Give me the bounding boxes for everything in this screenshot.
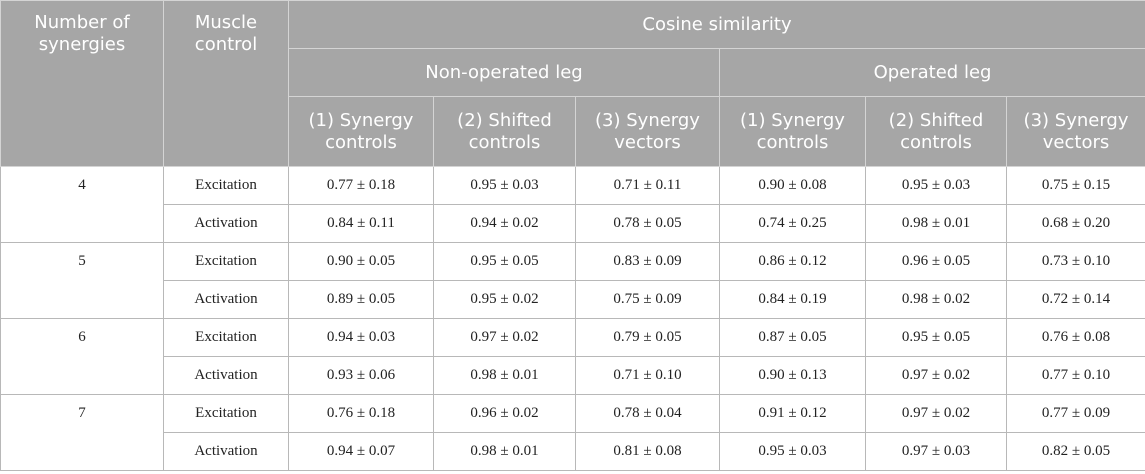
header-synergy-vectors: (3) Synergy vectors <box>1005 96 1145 167</box>
muscle-control-cell: Activation <box>163 432 289 471</box>
similarity-value-cell: 0.78 ± 0.04 <box>575 394 720 433</box>
similarity-value-cell: 0.95 ± 0.03 <box>865 166 1007 205</box>
header-operated-leg: Operated leg <box>718 48 1145 97</box>
similarity-value-cell: 0.76 ± 0.18 <box>288 394 434 433</box>
similarity-value-cell: 0.87 ± 0.05 <box>719 318 866 357</box>
header-cosine-similarity: Cosine similarity <box>287 0 1145 49</box>
similarity-value-cell: 0.97 ± 0.02 <box>433 318 576 357</box>
muscle-control-cell: Activation <box>163 204 289 243</box>
similarity-value-cell: 0.71 ± 0.10 <box>575 356 720 395</box>
similarity-value-cell: 0.77 ± 0.18 <box>288 166 434 205</box>
similarity-value-cell: 0.96 ± 0.02 <box>433 394 576 433</box>
muscle-control-cell: Activation <box>163 280 289 319</box>
similarity-value-cell: 0.91 ± 0.12 <box>719 394 866 433</box>
similarity-value-cell: 0.81 ± 0.08 <box>575 432 720 471</box>
similarity-value-cell: 0.93 ± 0.06 <box>288 356 434 395</box>
similarity-value-cell: 0.73 ± 0.10 <box>1005 242 1145 281</box>
similarity-value-cell: 0.71 ± 0.11 <box>575 166 720 205</box>
similarity-value-cell: 0.96 ± 0.05 <box>865 242 1007 281</box>
muscle-control-cell: Activation <box>163 356 289 395</box>
similarity-value-cell: 0.89 ± 0.05 <box>288 280 434 319</box>
muscle-control-cell: Excitation <box>163 318 289 357</box>
similarity-value-cell: 0.94 ± 0.02 <box>433 204 576 243</box>
table-row: 5 Excitation 0.90 ± 0.05 0.95 ± 0.05 0.83 ± … <box>0 242 1145 319</box>
similarity-value-cell: 0.77 ± 0.10 <box>1005 356 1145 395</box>
similarity-value-cell: 0.82 ± 0.05 <box>1005 432 1145 471</box>
similarity-value-cell: 0.94 ± 0.03 <box>288 318 434 357</box>
muscle-control-cell: Excitation <box>163 394 289 433</box>
table-row: 4 Excitation 0.77 ± 0.18 0.95 ± 0.03 0.71 ± … <box>0 166 1145 243</box>
synergy-count-cell: 5 <box>0 242 164 319</box>
similarity-value-cell: 0.98 ± 0.02 <box>865 280 1007 319</box>
similarity-value-cell: 0.84 ± 0.11 <box>288 204 434 243</box>
header-shifted-controls: (2) Shifted controls <box>433 96 576 167</box>
similarity-value-cell: 0.90 ± 0.05 <box>288 242 434 281</box>
synergy-count-cell: 6 <box>0 318 164 395</box>
similarity-value-cell: 0.97 ± 0.02 <box>865 356 1007 395</box>
similarity-value-cell: 0.75 ± 0.09 <box>575 280 720 319</box>
similarity-value-cell: 0.95 ± 0.05 <box>865 318 1007 357</box>
similarity-value-cell: 0.72 ± 0.14 <box>1005 280 1145 319</box>
similarity-value-cell: 0.79 ± 0.05 <box>575 318 720 357</box>
similarity-value-cell: 0.98 ± 0.01 <box>865 204 1007 243</box>
similarity-value-cell: 0.97 ± 0.03 <box>865 432 1007 471</box>
muscle-control-cell: Excitation <box>163 166 289 205</box>
similarity-value-cell: 0.86 ± 0.12 <box>719 242 866 281</box>
similarity-value-cell: 0.95 ± 0.02 <box>433 280 576 319</box>
similarity-value-cell: 0.68 ± 0.20 <box>1005 204 1145 243</box>
similarity-value-cell: 0.77 ± 0.09 <box>1005 394 1145 433</box>
table-row: Activation 0.84 ± 0.11 0.94 ± 0.02 0.78 ± 0… <box>1 204 1145 243</box>
similarity-value-cell: 0.95 ± 0.03 <box>719 432 866 471</box>
table-row: Activation 0.93 ± 0.06 0.98 ± 0.01 0.71 ± 0… <box>1 356 1145 395</box>
similarity-value-cell: 0.98 ± 0.01 <box>433 356 576 395</box>
similarity-value-cell: 0.95 ± 0.05 <box>433 242 576 281</box>
table-row: Activation 0.94 ± 0.07 0.98 ± 0.01 0.81 ± 0… <box>1 432 1145 471</box>
table-body: 4 Excitation 0.77 ± 0.18 0.95 ± 0.03 0.71 ± … <box>0 166 1145 471</box>
similarity-value-cell: 0.84 ± 0.19 <box>719 280 866 319</box>
similarity-value-cell: 0.74 ± 0.25 <box>719 204 866 243</box>
muscle-control-cell: Excitation <box>163 242 289 281</box>
header-synergy-controls: (1) Synergy controls <box>719 96 866 167</box>
similarity-value-cell: 0.90 ± 0.13 <box>719 356 866 395</box>
similarity-value-cell: 0.75 ± 0.15 <box>1005 166 1145 205</box>
header-number-of-synergies: Number of synergies <box>0 0 164 167</box>
similarity-value-cell: 0.78 ± 0.05 <box>575 204 720 243</box>
similarity-value-cell: 0.97 ± 0.02 <box>865 394 1007 433</box>
synergy-count-cell: 7 <box>0 394 164 471</box>
table-header: Number of synergies Muscle control Cosin… <box>0 0 1145 167</box>
header-muscle-control: Muscle control <box>163 0 289 167</box>
similarity-value-cell: 0.83 ± 0.09 <box>575 242 720 281</box>
similarity-value-cell: 0.94 ± 0.07 <box>288 432 434 471</box>
similarity-value-cell: 0.76 ± 0.08 <box>1005 318 1145 357</box>
similarity-value-cell: 0.90 ± 0.08 <box>719 166 866 205</box>
header-synergy-vectors: (3) Synergy vectors <box>575 96 720 167</box>
header-non-operated-leg: Non-operated leg <box>288 48 720 97</box>
header-shifted-controls: (2) Shifted controls <box>865 96 1007 167</box>
similarity-value-cell: 0.95 ± 0.03 <box>433 166 576 205</box>
table-row: Activation 0.89 ± 0.05 0.95 ± 0.02 0.75 ± 0… <box>1 280 1145 319</box>
similarity-value-cell: 0.98 ± 0.01 <box>433 432 576 471</box>
synergy-count-cell: 4 <box>0 166 164 243</box>
table-row: 6 Excitation 0.94 ± 0.03 0.97 ± 0.02 0.79 ± … <box>0 318 1145 395</box>
table-row: 7 Excitation 0.76 ± 0.18 0.96 ± 0.02 0.78 ± … <box>0 394 1145 471</box>
header-synergy-controls: (1) Synergy controls <box>288 96 434 167</box>
